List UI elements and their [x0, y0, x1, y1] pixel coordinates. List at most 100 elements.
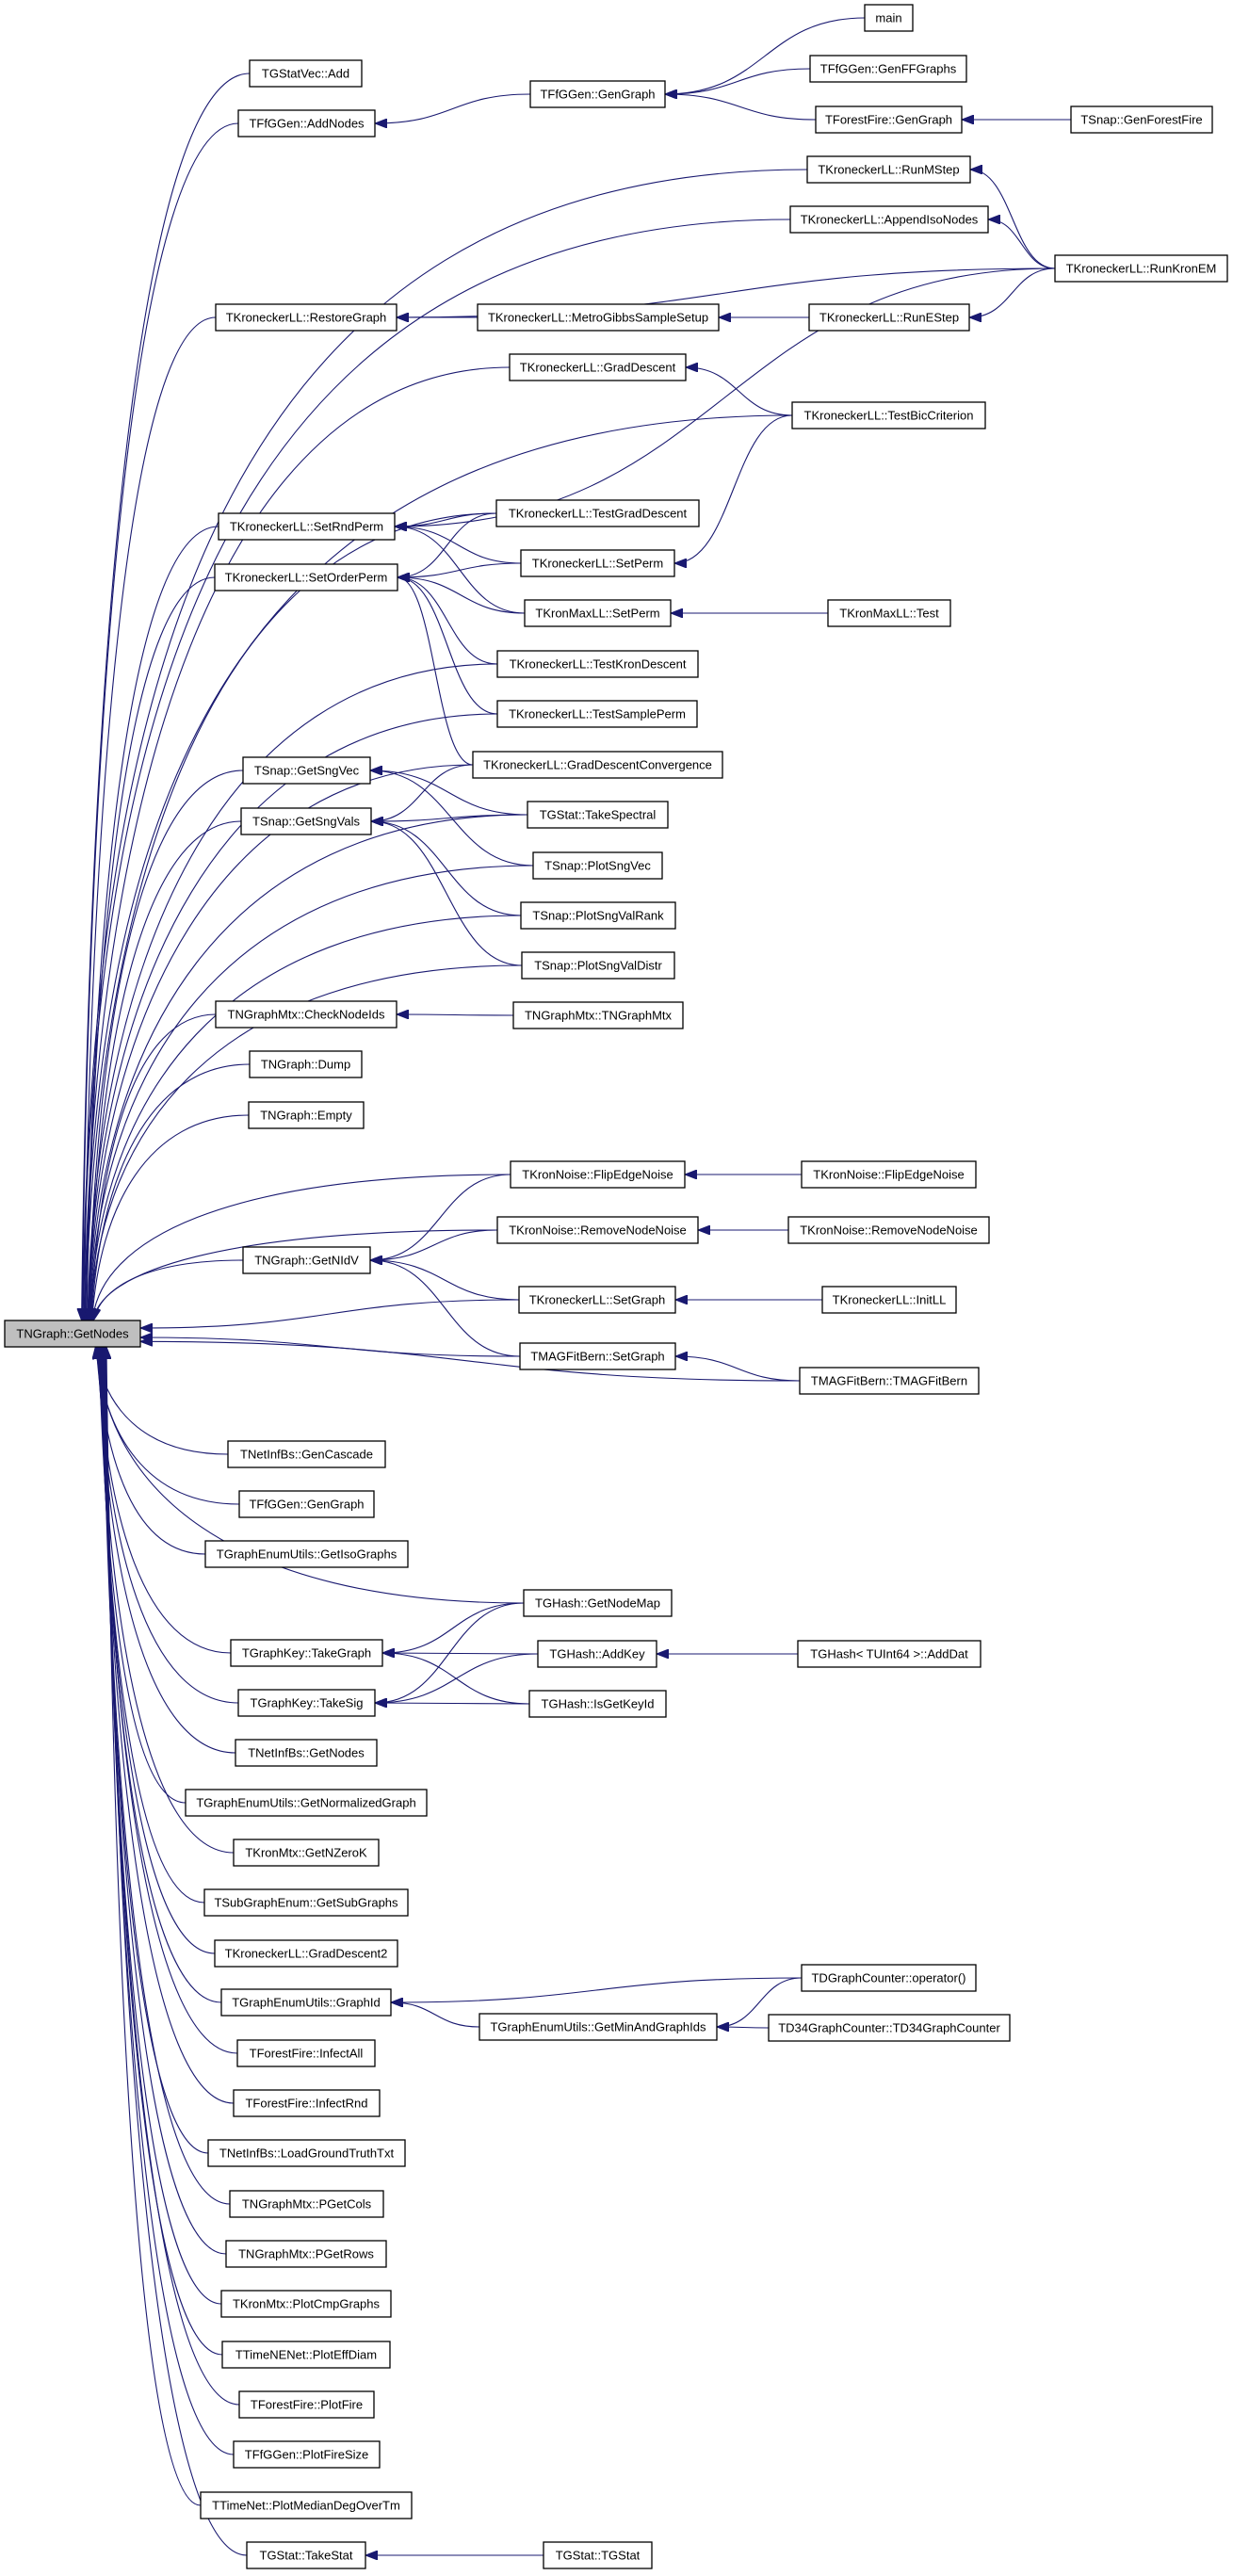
node-takespectral[interactable]: TGStat::TakeSpectral [527, 801, 669, 829]
edge-takegraph-to-getnodes [97, 1347, 232, 1654]
node-label: TKronNoise::RemoveNodeNoise [800, 1223, 978, 1238]
node-gencascade[interactable]: TNetInfBs::GenCascade [227, 1440, 386, 1468]
node-tngraphmtx[interactable]: TNGraphMtx::TNGraphMtx [512, 1001, 684, 1029]
node-getsngvals[interactable]: TSnap::GetSngVals [240, 807, 372, 835]
node-statvec_add[interactable]: TGStatVec::Add [249, 59, 363, 88]
node-label: TFfGGen::PlotFireSize [245, 2448, 368, 2462]
node-flip1[interactable]: TKronNoise::FlipEdgeNoise [510, 1160, 686, 1189]
node-runmstep[interactable]: TKroneckerLL::RunMStep [806, 155, 971, 184]
node-setrndperm[interactable]: TKroneckerLL::SetRndPerm [218, 512, 396, 541]
edge-setrndperm-to-getnodes [86, 526, 219, 1320]
node-box [527, 801, 669, 829]
node-label: TD34GraphCounter::TD34GraphCounter [778, 2021, 1000, 2035]
node-getnzerok[interactable]: TKronMtx::GetNZeroK [233, 1839, 380, 1867]
node-label: TNGraphMtx::PGetRows [238, 2247, 374, 2261]
node-kll_setperm[interactable]: TKroneckerLL::SetPerm [520, 549, 675, 577]
node-getsngvec[interactable]: TSnap::GetSngVec [242, 756, 371, 785]
node-getisographs[interactable]: TGraphEnumUtils::GetIsoGraphs [204, 1540, 409, 1568]
edge-getnormalized-to-getnodes [99, 1347, 187, 1804]
node-initll[interactable]: TKroneckerLL::InitLL [821, 1286, 957, 1314]
node-plotfire[interactable]: TForestFire::PlotFire [238, 2390, 375, 2419]
node-box [496, 1216, 699, 1244]
node-isgetkeyid[interactable]: TGHash::IsGetKeyId [528, 1690, 667, 1718]
node-infectall[interactable]: TForestFire::InfectAll [236, 2039, 376, 2067]
node-plotmedian[interactable]: TTimeNet::PlotMedianDegOverTm [200, 2491, 413, 2519]
edge-ffg_gengraph2-to-getnodes [96, 1347, 240, 1505]
node-addkey[interactable]: TGHash::AddKey [537, 1640, 657, 1668]
node-takestat[interactable]: TGStat::TakeStat [246, 2541, 366, 2569]
edge-gdconv-to-setorderperm [397, 577, 474, 766]
node-plotsngvalrank[interactable]: TSnap::PlotSngValRank [520, 901, 676, 930]
node-label: TSnap::GetSngVec [254, 764, 360, 778]
edge-infectrnd-to-getnodes [102, 1347, 235, 2104]
node-remove1[interactable]: TKronNoise::RemoveNodeNoise [496, 1216, 699, 1244]
node-addnodes[interactable]: TFfGGen::AddNodes [237, 109, 376, 138]
node-getnodes[interactable]: TNGraph::GetNodes [4, 1320, 141, 1348]
node-ffg_gengraph2[interactable]: TFfGGen::GenGraph [238, 1490, 375, 1518]
node-testgraddescent[interactable]: TKroneckerLL::TestGradDescent [495, 499, 700, 527]
edge-kml_setperm-to-setrndperm [395, 527, 526, 614]
node-tgstat[interactable]: TGStat::TGStat [543, 2541, 653, 2569]
node-testkrondescent[interactable]: TKroneckerLL::TestKronDescent [496, 650, 699, 678]
node-ploteffdiam[interactable]: TTimeNENet::PlotEffDiam [221, 2341, 391, 2369]
node-adddat[interactable]: TGHash< TUInt64 >::AddDat [797, 1640, 982, 1668]
node-dump[interactable]: TNGraph::Dump [249, 1050, 363, 1078]
node-graddescent[interactable]: TKroneckerLL::GradDescent [509, 353, 687, 381]
node-plotfiresize[interactable]: TFfGGen::PlotFireSize [233, 2440, 381, 2469]
node-pgetcols[interactable]: TNGraphMtx::PGetCols [229, 2190, 384, 2218]
node-testsampleperm[interactable]: TKroneckerLL::TestSamplePerm [496, 700, 698, 728]
node-remove2[interactable]: TKronNoise::RemoveNodeNoise [787, 1216, 990, 1244]
node-plotsngvaldistr[interactable]: TSnap::PlotSngValDistr [521, 951, 675, 980]
node-pgetrows[interactable]: TNGraphMtx::PGetRows [225, 2240, 387, 2268]
node-label: TNetInfBs::GetNodes [248, 1746, 365, 1760]
node-kml_test[interactable]: TKronMaxLL::Test [827, 599, 951, 627]
node-getminand[interactable]: TGraphEnumUtils::GetMinAndGraphIds [479, 2013, 718, 2041]
node-runkronem[interactable]: TKroneckerLL::RunKronEM [1054, 254, 1228, 283]
node-graphid[interactable]: TGraphEnumUtils::GraphId [220, 1988, 392, 2017]
node-kml_setperm[interactable]: TKronMaxLL::SetPerm [524, 599, 672, 627]
edge-plotfire-to-getnodes [105, 1347, 240, 2406]
node-runestep[interactable]: TKroneckerLL::RunEStep [808, 303, 970, 332]
node-label: TKronMtx::PlotCmpGraphs [233, 2297, 381, 2311]
node-testbic[interactable]: TKroneckerLL::TestBicCriterion [791, 401, 986, 429]
node-plotsngvec[interactable]: TSnap::PlotSngVec [532, 851, 663, 880]
edge-testbic-to-graddescent [686, 367, 793, 416]
node-gdconv[interactable]: TKroneckerLL::GradDescentConvergence [472, 751, 723, 779]
node-genffgraphs[interactable]: TFfGGen::GenFFGraphs [809, 55, 967, 83]
node-label: TTimeNet::PlotMedianDegOverTm [212, 2499, 400, 2513]
node-infectrnd[interactable]: TForestFire::InfectRnd [233, 2089, 381, 2117]
node-restoregraph[interactable]: TKroneckerLL::RestoreGraph [215, 303, 397, 332]
node-td34[interactable]: TD34GraphCounter::TD34GraphCounter [768, 2014, 1011, 2042]
node-main[interactable]: main [864, 4, 914, 32]
node-getnormalized[interactable]: TGraphEnumUtils::GetNormalizedGraph [185, 1789, 428, 1817]
edge-td34-to-getminand [717, 2027, 770, 2028]
node-box [791, 401, 986, 429]
node-ffg_gengraph[interactable]: TFfGGen::GenGraph [529, 80, 666, 108]
node-label: TKroneckerLL::GradDescent [520, 361, 676, 375]
node-box [242, 756, 371, 785]
node-label: TFfGGen::GenGraph [540, 88, 655, 102]
node-getnodemap[interactable]: TGHash::GetNodeMap [523, 1589, 673, 1617]
node-getnidv[interactable]: TNGraph::GetNIdV [242, 1246, 371, 1274]
node-setorderperm[interactable]: TKroneckerLL::SetOrderPerm [214, 563, 398, 591]
node-checknodeids[interactable]: TNGraphMtx::CheckNodeIds [215, 1000, 397, 1029]
node-empty[interactable]: TNGraph::Empty [248, 1101, 365, 1129]
node-flip2[interactable]: TKronNoise::FlipEdgeNoise [801, 1160, 977, 1189]
node-loadground[interactable]: TNetInfBs::LoadGroundTruthTxt [207, 2139, 406, 2167]
node-mag_setgraph[interactable]: TMAGFitBern::SetGraph [519, 1342, 676, 1370]
node-takesig[interactable]: TGraphKey::TakeSig [237, 1689, 376, 1717]
node-takegraph[interactable]: TGraphKey::TakeGraph [230, 1639, 383, 1667]
node-genforestfire[interactable]: TSnap::GenForestFire [1070, 105, 1213, 134]
node-appendiso[interactable]: TKroneckerLL::AppendIsoNodes [789, 205, 989, 234]
node-tmagfitbern[interactable]: TMAGFitBern::TMAGFitBern [799, 1367, 980, 1395]
edge-isgetkeyid-to-takegraph [382, 1653, 530, 1705]
node-netinf_getnodes[interactable]: TNetInfBs::GetNodes [235, 1739, 378, 1767]
node-plotcmp[interactable]: TKronMtx::PlotCmpGraphs [220, 2290, 392, 2318]
node-metrogibbs[interactable]: TKroneckerLL::MetroGibbsSampleSetup [477, 303, 720, 332]
node-graddescent2[interactable]: TKroneckerLL::GradDescent2 [214, 1939, 398, 1968]
node-kll_setgraph[interactable]: TKroneckerLL::SetGraph [518, 1286, 676, 1314]
edge-flip1-to-getnodes [92, 1174, 511, 1320]
node-getsubgraphs[interactable]: TSubGraphEnum::GetSubGraphs [203, 1888, 409, 1917]
node-ff_gengraph[interactable]: TForestFire::GenGraph [815, 105, 963, 134]
node-dgc_operator[interactable]: TDGraphCounter::operator() [801, 1964, 977, 1992]
